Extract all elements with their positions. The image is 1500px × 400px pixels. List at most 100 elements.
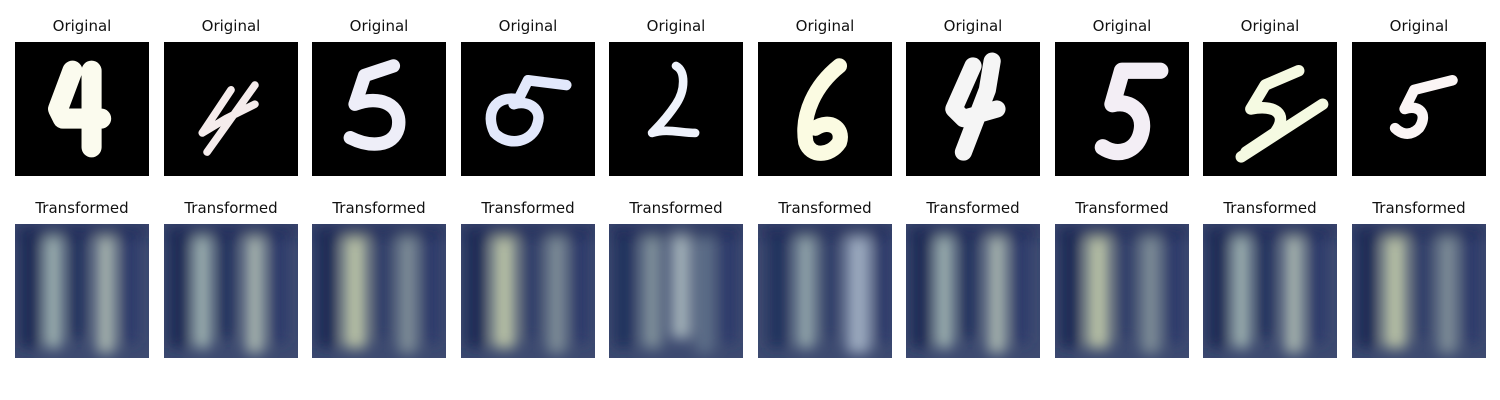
blur-streak	[573, 228, 588, 344]
transformed-image	[758, 224, 892, 358]
blur-streak	[796, 233, 816, 349]
panel-title: Original	[1389, 17, 1449, 35]
blur-streak	[219, 228, 234, 339]
digit-image	[609, 42, 743, 176]
blur-streak	[1119, 228, 1134, 339]
digit-stroke	[48, 60, 112, 158]
blur-streak	[44, 233, 62, 349]
blur-streak	[822, 228, 837, 339]
panel-title: Transformed	[629, 199, 723, 217]
blur-streak	[1416, 228, 1431, 339]
blur-streak	[875, 228, 890, 344]
blur-streak	[343, 233, 368, 349]
blur-streak	[642, 233, 662, 349]
blur-streak	[1141, 233, 1161, 354]
blur-streak	[465, 228, 485, 349]
blur-band	[609, 224, 743, 239]
panel-title: Original	[795, 17, 855, 35]
blur-streak	[376, 228, 391, 339]
blur-streak	[671, 228, 691, 339]
blur-streak	[1086, 233, 1111, 349]
digit-image	[758, 42, 892, 176]
panel-title: Transformed	[481, 199, 575, 217]
digit-stroke	[797, 58, 848, 161]
digit-image	[1352, 42, 1486, 176]
blur-streak	[987, 233, 1007, 354]
blur-band	[164, 224, 298, 239]
panel-title: Transformed	[1223, 199, 1317, 217]
blur-streak	[424, 228, 439, 344]
blur-streak	[70, 228, 85, 339]
blur-streak	[245, 233, 265, 354]
blur-streak	[1464, 228, 1479, 344]
blur-streak	[96, 233, 116, 354]
blur-band	[1055, 224, 1189, 239]
panel-title: Transformed	[35, 199, 129, 217]
blur-streak	[168, 228, 188, 349]
blur-streak	[122, 228, 138, 344]
blur-band	[758, 224, 892, 239]
blur-streak	[1232, 233, 1250, 349]
digit-image	[1203, 42, 1337, 176]
blur-band	[461, 224, 595, 239]
blur-streak	[1059, 228, 1079, 349]
blur-streak	[1356, 228, 1376, 349]
digit-image	[461, 42, 595, 176]
digit-image	[164, 42, 298, 176]
blur-streak	[721, 228, 736, 344]
blur-streak	[1167, 228, 1182, 344]
transformed-image	[15, 224, 149, 358]
blur-band	[906, 224, 1040, 239]
blur-streak	[1284, 233, 1304, 354]
digit-stroke	[198, 81, 259, 156]
blur-streak	[316, 228, 336, 349]
digit-image	[312, 42, 446, 176]
blur-streak	[1383, 233, 1408, 349]
blur-streak	[1258, 228, 1273, 339]
image-background	[164, 42, 298, 176]
transformed-image	[164, 224, 298, 358]
digit-stroke	[647, 61, 700, 138]
blur-streak	[1013, 228, 1029, 344]
panel-title: Transformed	[1075, 199, 1169, 217]
blur-streak	[1438, 233, 1458, 354]
digit-stroke	[1389, 75, 1458, 139]
panel-title: Transformed	[332, 199, 426, 217]
digit-stroke	[343, 59, 406, 151]
transformed-image	[609, 224, 743, 358]
digit-image	[906, 42, 1040, 176]
blur-streak	[193, 233, 211, 349]
blur-streak	[846, 233, 871, 354]
transformed-image	[461, 224, 595, 358]
digit-image	[1055, 42, 1189, 176]
blur-streak	[695, 233, 715, 354]
blur-streak	[547, 233, 567, 354]
digit-stroke	[1094, 62, 1169, 161]
blur-streak	[271, 228, 287, 344]
panel-title: Original	[498, 17, 558, 35]
panel-title: Original	[201, 17, 261, 35]
blur-band	[312, 224, 446, 239]
blur-band	[15, 224, 149, 239]
panel-title: Transformed	[184, 199, 278, 217]
image-background	[312, 42, 446, 176]
panel-title: Transformed	[926, 199, 1020, 217]
blur-streak	[19, 228, 39, 349]
panel-title: Original	[1240, 17, 1300, 35]
panel-title: Original	[1092, 17, 1152, 35]
transformed-image	[906, 224, 1040, 358]
panel-title: Original	[943, 17, 1003, 35]
transformed-image	[1352, 224, 1486, 358]
blur-streak	[1207, 228, 1227, 349]
blur-streak	[613, 228, 633, 349]
digit-stroke	[1235, 64, 1329, 163]
blur-streak	[492, 233, 517, 349]
blur-streak	[935, 233, 953, 349]
blur-streak	[1310, 228, 1326, 344]
panel-title: Transformed	[1372, 199, 1466, 217]
blur-streak	[767, 228, 787, 349]
digit-image	[15, 42, 149, 176]
blur-streak	[525, 228, 540, 339]
blur-band	[1203, 224, 1337, 239]
blur-streak	[961, 228, 976, 339]
